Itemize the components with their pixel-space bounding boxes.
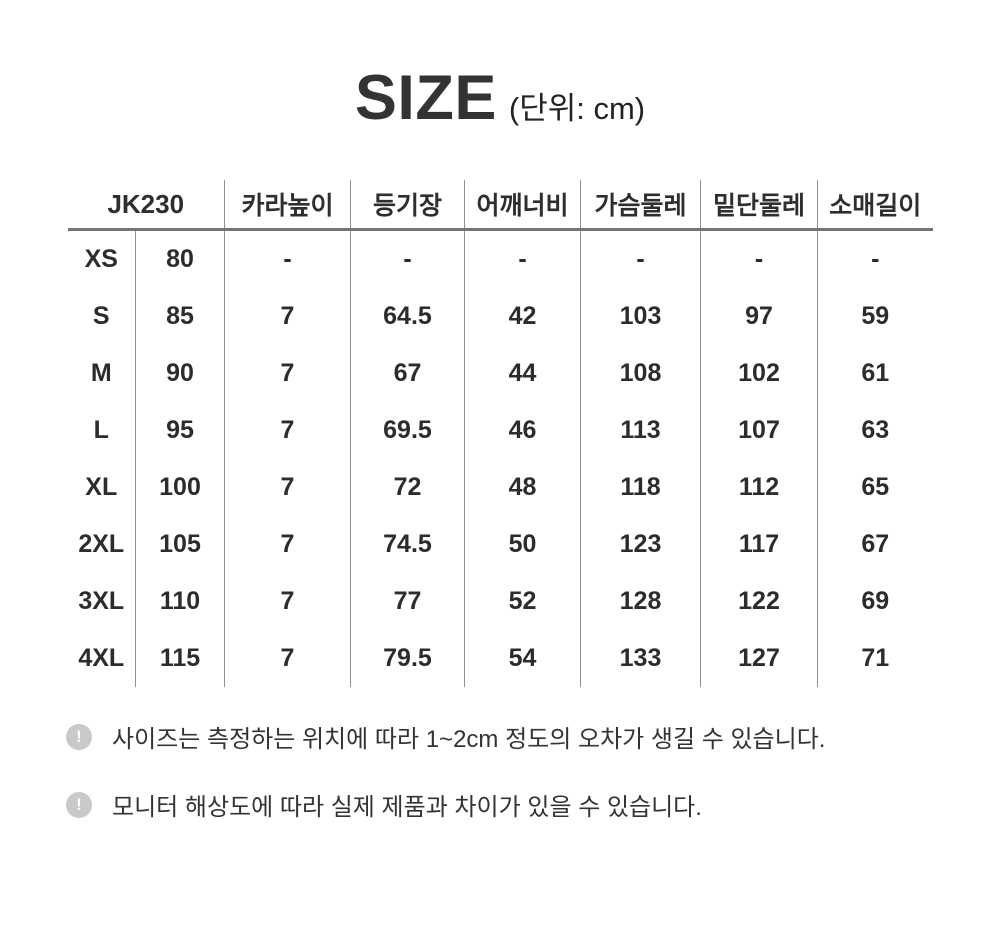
footnote-text: 모니터 해상도에 따라 실제 제품과 차이가 있을 수 있습니다. xyxy=(112,794,702,821)
value-cell: - xyxy=(224,229,351,288)
value-cell: 71 xyxy=(817,630,933,687)
value-cell: 7 xyxy=(224,345,351,402)
table-row: XL 100 7 72 48 118 112 65 xyxy=(68,459,933,516)
value-cell: 123 xyxy=(580,516,701,573)
value-cell: 54 xyxy=(464,630,581,687)
footnotes: ! 사이즈는 측정하는 위치에 따라 1~2cm 정도의 오차가 생길 수 있습… xyxy=(66,719,934,822)
value-cell: 52 xyxy=(464,573,581,630)
column-header-hem: 밑단둘레 xyxy=(700,180,818,231)
value-cell: 64.5 xyxy=(350,288,465,345)
value-cell: 63 xyxy=(817,402,933,459)
value-cell: 46 xyxy=(464,402,581,459)
value-cell: 44 xyxy=(464,345,581,402)
value-cell: - xyxy=(580,229,701,288)
value-cell: 105 xyxy=(135,516,225,573)
size-cell: L xyxy=(93,416,109,444)
table-row: M 90 7 67 44 108 102 61 xyxy=(68,345,933,402)
table-row: 3XL 110 7 77 52 128 122 69 xyxy=(68,573,933,630)
footnote-size-tolerance: ! 사이즈는 측정하는 위치에 따라 1~2cm 정도의 오차가 생길 수 있습… xyxy=(66,719,934,754)
value-cell: 42 xyxy=(464,288,581,345)
value-cell: 110 xyxy=(135,573,225,630)
footnote-text: 사이즈는 측정하는 위치에 따라 1~2cm 정도의 오차가 생길 수 있습니다… xyxy=(112,726,826,753)
size-unit-label: (단위: cm) xyxy=(508,91,646,126)
size-cell: M xyxy=(90,359,112,387)
value-cell: - xyxy=(464,229,581,288)
value-cell: 102 xyxy=(700,345,818,402)
value-cell: 85 xyxy=(135,288,225,345)
value-cell: 127 xyxy=(700,630,818,687)
value-cell: 122 xyxy=(700,573,818,630)
value-cell: 7 xyxy=(224,630,351,687)
value-cell: 50 xyxy=(464,516,581,573)
value-cell: 7 xyxy=(224,573,351,630)
size-cell: XL xyxy=(85,473,118,501)
table-row: 4XL 115 7 79.5 54 133 127 71 xyxy=(68,630,933,687)
size-cell: XS xyxy=(84,245,118,273)
value-cell: 95 xyxy=(135,402,225,459)
value-cell: 80 xyxy=(135,229,225,288)
value-cell: 97 xyxy=(700,288,818,345)
column-header-collar-height: 카라높이 xyxy=(224,180,351,231)
footnote-monitor-resolution: ! 모니터 해상도에 따라 실제 제품과 차이가 있을 수 있습니다. xyxy=(66,787,934,822)
column-header-back-length: 등기장 xyxy=(350,180,465,231)
size-title: SIZE xyxy=(354,63,497,133)
value-cell: 115 xyxy=(135,630,225,687)
value-cell: 74.5 xyxy=(350,516,465,573)
column-header-chest: 가슴둘레 xyxy=(580,180,701,231)
value-cell: 7 xyxy=(224,459,351,516)
value-cell: 107 xyxy=(700,402,818,459)
value-cell: 7 xyxy=(224,402,351,459)
size-cell: 2XL xyxy=(78,530,125,558)
size-cell: S xyxy=(92,302,110,330)
value-cell: - xyxy=(350,229,465,288)
value-cell: 77 xyxy=(350,573,465,630)
value-cell: 48 xyxy=(464,459,581,516)
value-cell: 103 xyxy=(580,288,701,345)
size-chart-table: JK230 카라높이 등기장 어깨너비 가슴둘레 밑단둘레 소매길이 XS 80… xyxy=(67,180,933,687)
value-cell: 117 xyxy=(700,516,818,573)
value-cell: 113 xyxy=(580,402,701,459)
column-header-sleeve-length: 소매길이 xyxy=(817,180,933,231)
value-cell: 100 xyxy=(135,459,225,516)
page-title: SIZE (단위: cm) xyxy=(0,0,1000,134)
value-cell: 67 xyxy=(817,516,933,573)
size-cell: 3XL xyxy=(78,587,125,615)
value-cell: 112 xyxy=(700,459,818,516)
value-cell: 7 xyxy=(224,516,351,573)
header-row: JK230 카라높이 등기장 어깨너비 가슴둘레 밑단둘레 소매길이 xyxy=(67,180,933,231)
value-cell: 90 xyxy=(135,345,225,402)
value-cell: - xyxy=(817,229,933,288)
value-cell: 67 xyxy=(350,345,465,402)
value-cell: 59 xyxy=(817,288,933,345)
table-row: L 95 7 69.5 46 113 107 63 xyxy=(68,402,933,459)
value-cell: 69 xyxy=(817,573,933,630)
value-cell: 108 xyxy=(580,345,701,402)
value-cell: 133 xyxy=(580,630,701,687)
value-cell: 61 xyxy=(817,345,933,402)
table-row: S 85 7 64.5 42 103 97 59 xyxy=(68,288,933,345)
value-cell: 79.5 xyxy=(350,630,465,687)
table-row: XS 80 - - - - - - xyxy=(68,229,933,288)
table-row: 2XL 105 7 74.5 50 123 117 67 xyxy=(68,516,933,573)
size-cell: 4XL xyxy=(78,644,125,672)
column-header-shoulder-width: 어깨너비 xyxy=(464,180,581,231)
exclamation-icon: ! xyxy=(66,791,92,818)
value-cell: 69.5 xyxy=(350,402,465,459)
value-cell: - xyxy=(700,229,818,288)
value-cell: 128 xyxy=(580,573,701,630)
value-cell: 7 xyxy=(224,288,351,345)
value-cell: 72 xyxy=(350,459,465,516)
value-cell: 118 xyxy=(580,459,701,516)
exclamation-icon: ! xyxy=(66,723,92,750)
product-code-header: JK230 xyxy=(67,180,225,231)
value-cell: 65 xyxy=(817,459,933,516)
